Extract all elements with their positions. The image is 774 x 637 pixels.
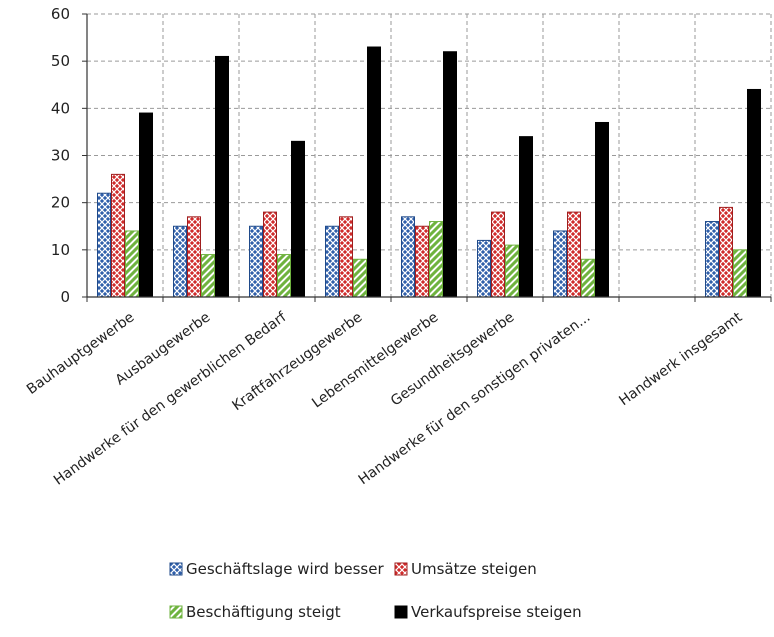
y-tick-label: 0 [60, 288, 70, 306]
legend-swatch [394, 605, 408, 619]
legend-label: Geschäftslage wird besser [186, 560, 384, 578]
bar-1 [705, 221, 719, 298]
x-category-label: Handwerk insgesamt [616, 309, 745, 409]
bar-4 [215, 55, 229, 298]
y-axis-ticks: 0 10 20 30 40 50 60 [51, 5, 70, 306]
bar-4 [443, 51, 457, 298]
legend-swatch [169, 605, 183, 619]
y-tick-label: 50 [51, 52, 70, 70]
bar-3 [733, 249, 747, 298]
y-tick-label: 40 [51, 99, 70, 117]
y-tick-label: 60 [51, 5, 70, 23]
bar-3 [505, 244, 519, 298]
axes [82, 13, 772, 302]
legend-swatch [394, 562, 408, 576]
bar-3 [201, 254, 215, 298]
x-category-label: Kraftfahrzeuggewerbe [229, 309, 365, 414]
bar-1 [553, 230, 567, 298]
bar-2 [187, 216, 201, 298]
bar-4 [291, 140, 305, 298]
bar-3 [125, 230, 139, 298]
bar-2 [491, 211, 505, 298]
bar-2 [567, 211, 581, 298]
legend: Geschäftslage wird besser Umsätze steigen… [169, 560, 582, 621]
bar-3 [429, 221, 443, 298]
bar-1 [97, 192, 111, 298]
bar-2 [111, 173, 125, 298]
bar-2 [415, 225, 429, 298]
legend-label: Umsätze steigen [411, 560, 537, 578]
bar-1 [477, 239, 491, 298]
bar-1 [401, 216, 415, 298]
grid-lines [87, 13, 772, 297]
bar-4 [747, 88, 761, 298]
bar-1 [173, 225, 187, 298]
bar-1 [325, 225, 339, 298]
legend-label: Verkaufspreise steigen [411, 603, 582, 621]
x-category-label: Gesundheitsgewerbe [388, 309, 517, 409]
bar-4 [367, 46, 381, 298]
bar-4 [139, 112, 153, 298]
bar-3 [353, 258, 367, 298]
legend-label: Beschäftigung steigt [186, 603, 341, 621]
bar-4 [519, 136, 533, 298]
bar-3 [277, 254, 291, 298]
bar-2 [263, 211, 277, 298]
bar-3 [581, 258, 595, 298]
y-tick-label: 10 [51, 241, 70, 259]
bar-2 [339, 216, 353, 298]
legend-swatch [169, 562, 183, 576]
y-tick-label: 20 [51, 194, 70, 212]
bar-2 [719, 206, 733, 298]
x-category-label: Lebensmittelgewerbe [309, 309, 441, 411]
bar-1 [249, 225, 263, 298]
y-tick-label: 30 [51, 147, 70, 165]
bar-4 [595, 121, 609, 298]
bars [97, 46, 761, 298]
